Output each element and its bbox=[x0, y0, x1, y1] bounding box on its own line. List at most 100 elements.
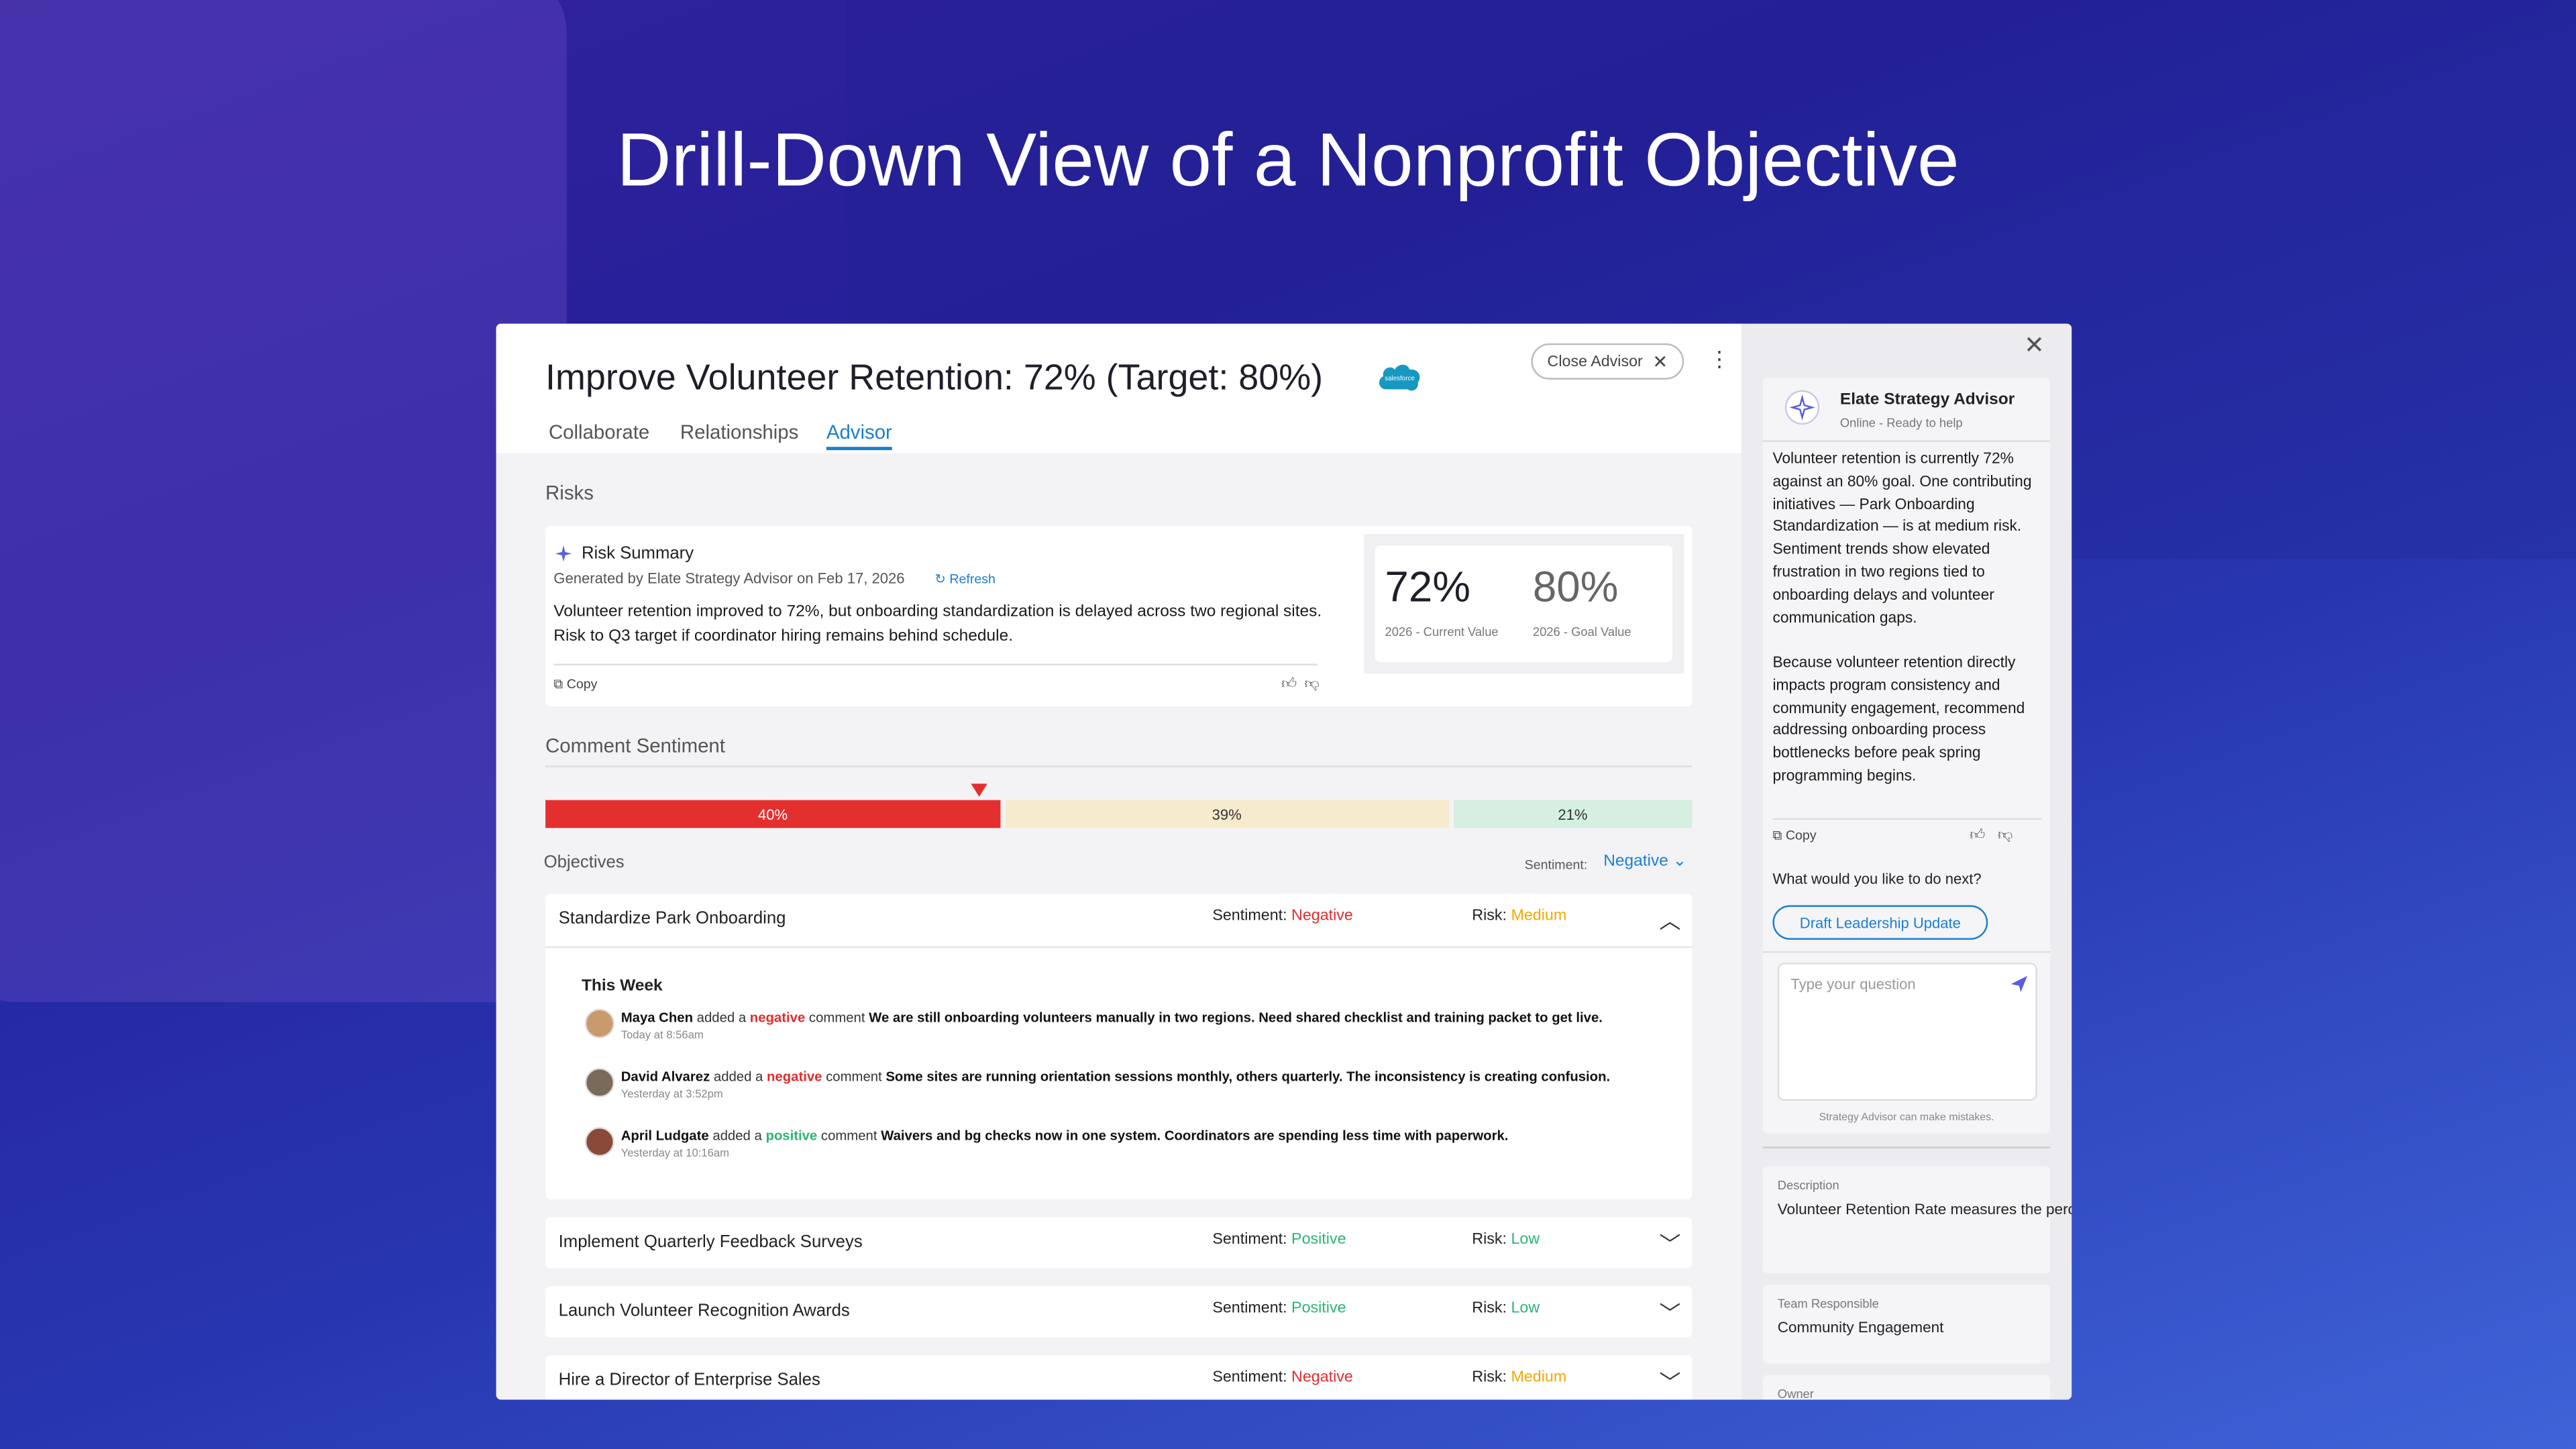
advisor-sidebar: ✕ Elate Strategy Advisor Online - Ready … bbox=[1741, 323, 2072, 1400]
sentiment-bar: 40% 39% 21% bbox=[545, 800, 1693, 828]
sentiment-value: Negative bbox=[1291, 906, 1353, 925]
close-sidebar[interactable]: ✕ bbox=[2024, 331, 2045, 360]
segment-label: 39% bbox=[1212, 806, 1242, 822]
section-label: Comment Sentiment bbox=[545, 734, 725, 757]
avatar bbox=[584, 1067, 614, 1097]
thumbs-down[interactable]: 👎︎ bbox=[1997, 826, 2013, 843]
sentiment-field: Sentiment: Positive bbox=[1212, 1230, 1346, 1248]
advisor-message: Because volunteer retention directly imp… bbox=[1772, 653, 2025, 784]
risk-card: Risk Summary Generated by Elate Strategy… bbox=[545, 525, 1693, 707]
advisor-status: Online - Ready to help bbox=[1839, 415, 1963, 431]
salesforce-logo: salesforce bbox=[1379, 364, 1420, 391]
refresh-link[interactable]: ↻ Refresh bbox=[934, 572, 996, 587]
field-label: Risk: bbox=[1472, 1299, 1507, 1318]
comment-noun: comment bbox=[808, 1008, 865, 1026]
risk-summary: Volunteer retention improved to 72%, but… bbox=[553, 602, 1322, 646]
comment: Maya Chen added a negative comment We ar… bbox=[621, 1009, 1603, 1025]
send-icon[interactable] bbox=[2009, 974, 2029, 994]
objective-row: Standardize Park Onboarding Sentiment: Ne… bbox=[545, 894, 1693, 1199]
detail-card: Description Volunteer Retention Rate meas… bbox=[1762, 1166, 2072, 1273]
comment-tone: negative bbox=[767, 1067, 822, 1085]
divider bbox=[1762, 1146, 2051, 1148]
detail-label: Team Responsible bbox=[1777, 1296, 1879, 1311]
copy-label: Copy bbox=[1785, 828, 1817, 843]
comment-tone: negative bbox=[749, 1008, 806, 1026]
objective-title: Improve Volunteer Retention: 72% (Target… bbox=[545, 356, 1324, 398]
detail-label: Description bbox=[1777, 1177, 1839, 1193]
risk-field: Risk: Low bbox=[1472, 1230, 1540, 1248]
comment-verb: added a bbox=[696, 1008, 747, 1026]
comment-author: Maya Chen bbox=[621, 1008, 694, 1026]
comment-tone: positive bbox=[765, 1127, 818, 1144]
expand-toggle[interactable]: ﹀ bbox=[1659, 1232, 1681, 1257]
comment-noun: comment bbox=[826, 1067, 882, 1085]
risk-field: Risk: Medium bbox=[1472, 907, 1566, 925]
card-title: Risk Summary bbox=[581, 543, 694, 564]
objective-name: Hire a Director of Enterprise Sales bbox=[558, 1370, 820, 1390]
avatar bbox=[584, 1008, 614, 1038]
copy-button[interactable]: ⧉ Copy bbox=[553, 676, 598, 692]
segment-label: 21% bbox=[1558, 806, 1588, 822]
divider bbox=[553, 663, 1318, 665]
field-label: Sentiment: bbox=[1212, 1368, 1287, 1387]
tab-active[interactable]: Advisor bbox=[826, 421, 892, 451]
metrics-inner: 72% 2026 - Current Value 80% 2026 - Goal Va… bbox=[1375, 545, 1673, 662]
metric-caption: 2026 - Goal Value bbox=[1532, 624, 1631, 639]
objective-row: Launch Volunteer Recognition Awards Senti… bbox=[545, 1286, 1693, 1338]
advisor-message: Volunteer retention is currently 72% aga… bbox=[1772, 450, 2032, 626]
detail-text: Community Engagement bbox=[1777, 1319, 1944, 1336]
more-menu[interactable]: ⋮ bbox=[1708, 346, 1730, 372]
filter-dropdown[interactable]: Negative ⌄ bbox=[1603, 853, 1687, 871]
tab[interactable]: Relationships bbox=[680, 420, 799, 444]
expand-toggle[interactable]: ︿ bbox=[1659, 908, 1681, 934]
sentiment-value: Positive bbox=[1291, 1299, 1346, 1318]
tab[interactable]: Collaborate bbox=[548, 420, 650, 444]
input-placeholder: Type your question bbox=[1790, 975, 1916, 993]
thumbs-up[interactable]: 👍︎ bbox=[1281, 675, 1297, 692]
field-label: Risk: bbox=[1472, 906, 1507, 925]
metric-value: 80% bbox=[1532, 561, 1619, 612]
advisor-name: Elate Strategy Advisor bbox=[1839, 390, 2015, 409]
thumbs-down[interactable]: 👎︎ bbox=[1304, 675, 1320, 692]
comment-time: Today at 8:56am bbox=[621, 1030, 704, 1042]
refresh-label: Refresh bbox=[949, 572, 996, 587]
risk-value: Low bbox=[1511, 1230, 1540, 1249]
comment-verb: added a bbox=[713, 1067, 763, 1085]
question-input[interactable]: Type your question bbox=[1777, 963, 2037, 1101]
sparkle-icon bbox=[555, 545, 572, 562]
section-label: Risks bbox=[545, 481, 594, 504]
comment-text: We are still onboarding volunteers manua… bbox=[869, 1008, 1603, 1026]
close-advisor-button[interactable]: Close Advisor ✕ bbox=[1531, 343, 1684, 380]
copy-button[interactable]: ⧉ Copy bbox=[1772, 828, 1817, 843]
metric-value: 72% bbox=[1385, 561, 1470, 612]
disclaimer: Strategy Advisor can make mistakes. bbox=[1819, 1112, 1994, 1124]
field-label: Sentiment: bbox=[1212, 906, 1287, 925]
sentiment-segment: 40% bbox=[545, 800, 1000, 828]
divider bbox=[1772, 818, 2043, 820]
week-label: This Week bbox=[581, 977, 663, 996]
headline: Drill-Down View of a Nonprofit Objective bbox=[616, 116, 1960, 203]
objective-name: Standardize Park Onboarding bbox=[558, 908, 786, 928]
detail-text: Volunteer Retention Rate measures the pe… bbox=[1777, 1201, 2072, 1218]
prompt: What would you like to do next? bbox=[1772, 870, 1982, 888]
sentiment-field: Sentiment: Positive bbox=[1212, 1299, 1346, 1318]
header-area bbox=[496, 323, 1741, 453]
section-label: Objectives bbox=[543, 853, 625, 873]
field-label: Risk: bbox=[1472, 1368, 1507, 1387]
action-button[interactable]: Draft Leadership Update bbox=[1772, 905, 1988, 940]
button-label: Close Advisor bbox=[1547, 352, 1643, 371]
metric-caption: 2026 - Current Value bbox=[1385, 624, 1499, 639]
risk-value: Medium bbox=[1511, 906, 1567, 925]
divider bbox=[545, 946, 1693, 949]
expand-toggle[interactable]: ﹀ bbox=[1659, 1301, 1681, 1326]
objective-name: Implement Quarterly Feedback Surveys bbox=[558, 1232, 863, 1252]
expand-toggle[interactable]: ﹀ bbox=[1659, 1370, 1681, 1395]
thumbs-up[interactable]: 👍︎ bbox=[1970, 826, 1986, 843]
objective-row: Implement Quarterly Feedback Surveys Sent… bbox=[545, 1217, 1693, 1269]
risk-field: Risk: Medium bbox=[1472, 1368, 1566, 1387]
divider bbox=[1762, 951, 2051, 953]
objective-row: Hire a Director of Enterprise Sales Senti… bbox=[545, 1355, 1693, 1400]
generated-note: Generated by Elate Strategy Advisor on F… bbox=[553, 570, 905, 587]
